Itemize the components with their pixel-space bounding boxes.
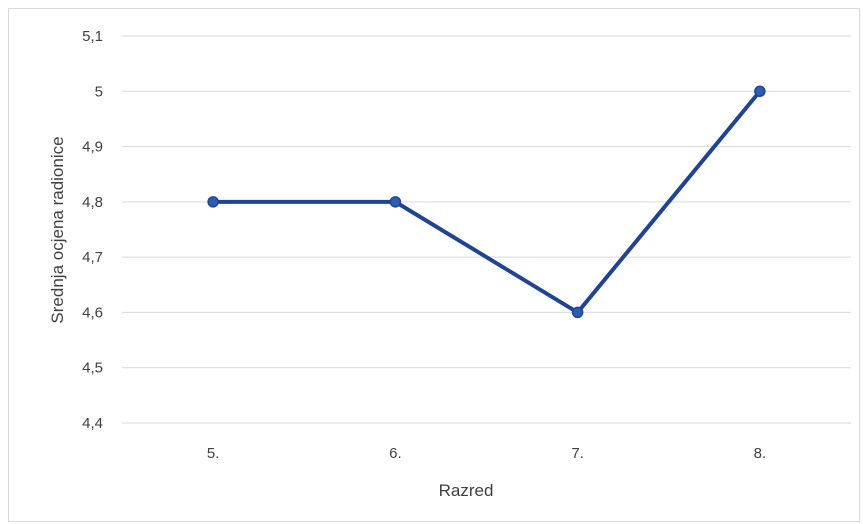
- x-tick-label: 5.: [207, 445, 220, 462]
- data-point: [389, 196, 402, 208]
- y-tick-label: 4,6: [82, 304, 103, 321]
- x-tick-label: 7.: [571, 445, 584, 462]
- y-axis-tick-labels: 4,4 4,5 4,6 4,7 4,8 4,9 5 5,1: [82, 28, 103, 432]
- series-group: [207, 85, 766, 319]
- gridlines: [122, 35, 851, 424]
- y-axis-title: Srednja ocjena radionice: [48, 136, 67, 323]
- y-tick-label: 4,5: [82, 360, 103, 377]
- y-tick-label: 4,9: [82, 139, 103, 156]
- x-axis-tick-labels: 5. 6. 7. 8.: [207, 445, 766, 462]
- x-axis-title: Razred: [439, 481, 494, 500]
- series-line: [211, 89, 762, 315]
- data-point: [754, 85, 766, 98]
- x-tick-label: 6.: [389, 445, 402, 462]
- y-tick-label: 5,1: [82, 28, 103, 45]
- data-point: [207, 196, 219, 208]
- data-point: [571, 306, 584, 319]
- y-tick-label: 4,4: [82, 415, 103, 432]
- y-tick-label: 5: [95, 83, 103, 100]
- x-tick-label: 8.: [754, 445, 767, 462]
- y-tick-label: 4,7: [82, 249, 103, 266]
- y-tick-label: 4,8: [82, 194, 103, 211]
- chart-frame: [8, 8, 860, 522]
